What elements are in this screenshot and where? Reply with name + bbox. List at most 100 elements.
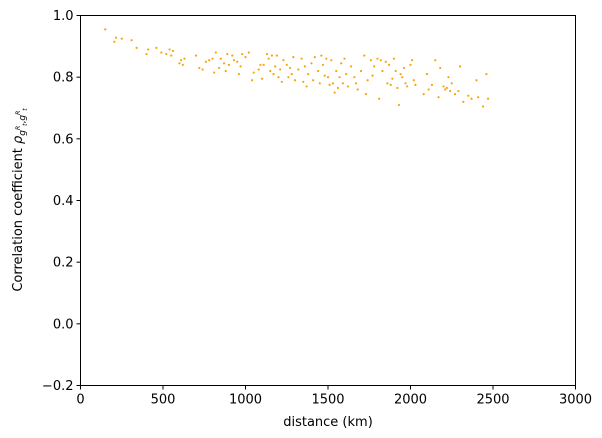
data-point	[313, 56, 316, 59]
y-tick-label: 0.0	[53, 317, 74, 332]
data-point	[462, 100, 465, 103]
data-point	[477, 96, 480, 99]
data-point	[341, 82, 344, 85]
data-point	[458, 65, 462, 68]
data-point	[371, 74, 374, 77]
data-point	[350, 65, 353, 68]
data-point	[445, 86, 448, 90]
data-point	[214, 51, 217, 54]
data-point	[394, 69, 397, 73]
data-point	[444, 88, 447, 91]
data-point	[303, 65, 306, 68]
data-point	[391, 77, 394, 80]
data-point	[427, 88, 430, 91]
data-point	[402, 66, 405, 70]
data-point	[231, 54, 234, 57]
data-point	[272, 72, 275, 76]
data-point	[213, 71, 216, 74]
data-point	[222, 62, 226, 65]
data-point	[320, 54, 323, 57]
x-tick-label: 2000	[394, 393, 427, 408]
data-point	[300, 57, 303, 60]
data-point	[237, 72, 240, 76]
data-point	[425, 72, 429, 76]
data-point	[160, 51, 163, 54]
data-point	[378, 97, 381, 100]
data-point	[211, 57, 214, 60]
data-point	[280, 80, 283, 83]
data-point	[165, 52, 168, 56]
data-point	[317, 69, 320, 73]
data-point	[331, 82, 335, 85]
data-point	[470, 97, 473, 100]
x-tick-label: 3000	[559, 393, 592, 408]
data-point	[328, 83, 331, 86]
data-point	[239, 65, 242, 68]
data-point	[155, 46, 158, 49]
data-point	[297, 68, 300, 71]
y-tick-label: 0.4	[53, 194, 74, 209]
data-point	[409, 63, 412, 66]
data-point	[114, 36, 118, 39]
data-point	[293, 79, 297, 82]
data-point	[282, 59, 285, 62]
data-point	[353, 76, 356, 79]
data-point	[274, 65, 277, 68]
data-point	[450, 82, 453, 85]
data-point	[168, 48, 171, 51]
data-point	[226, 52, 229, 56]
data-point	[198, 66, 201, 70]
y-axis-label: Correlation coefficient ρgRt,gRt	[11, 108, 29, 292]
data-point	[260, 77, 264, 80]
data-point	[171, 49, 174, 53]
data-point	[285, 63, 288, 66]
data-point	[381, 69, 384, 73]
data-point	[257, 68, 260, 71]
data-point	[346, 85, 349, 88]
data-point	[265, 52, 269, 56]
y-axis: −0.2 0.0 0.2 0.4 0.6 0.8 1.0	[42, 9, 81, 394]
data-point	[356, 88, 359, 91]
data-point	[247, 51, 250, 54]
x-axis-label: distance (km)	[283, 415, 373, 430]
data-point	[181, 63, 184, 66]
x-axis: 0 500 1000 1500 2000 2500 3000	[76, 385, 592, 408]
data-point	[359, 69, 363, 73]
data-point	[178, 62, 181, 65]
data-point	[194, 54, 198, 57]
data-point	[227, 63, 231, 66]
data-point	[414, 83, 417, 86]
y-axis-label-sub-2-sup: R	[15, 111, 22, 115]
data-point	[288, 66, 292, 70]
data-point	[399, 72, 402, 76]
data-point	[340, 62, 343, 65]
data-point	[279, 68, 282, 71]
data-point	[310, 62, 313, 65]
data-point	[434, 59, 437, 62]
data-point	[307, 72, 310, 76]
data-point	[130, 39, 133, 42]
data-point	[204, 60, 207, 63]
data-point	[323, 74, 326, 77]
data-point	[232, 59, 236, 62]
y-tick-label: 1.0	[53, 9, 74, 24]
data-point	[449, 89, 452, 93]
x-tick-label: 1500	[311, 393, 344, 408]
x-tick-label: 1000	[229, 393, 262, 408]
data-point	[404, 82, 407, 85]
data-point	[333, 91, 336, 94]
data-point	[397, 103, 401, 107]
data-point	[208, 59, 211, 62]
data-point	[338, 76, 341, 79]
y-axis-label-symbol: ρ	[11, 135, 26, 144]
data-point	[326, 76, 330, 79]
data-point	[113, 40, 116, 43]
data-point	[376, 57, 379, 60]
data-point	[259, 63, 262, 66]
data-point	[335, 69, 338, 73]
data-point	[325, 57, 328, 60]
x-tick-label: 500	[151, 393, 176, 408]
data-point	[467, 94, 470, 97]
data-point	[422, 93, 425, 96]
y-tick-label: 0.8	[53, 71, 74, 86]
